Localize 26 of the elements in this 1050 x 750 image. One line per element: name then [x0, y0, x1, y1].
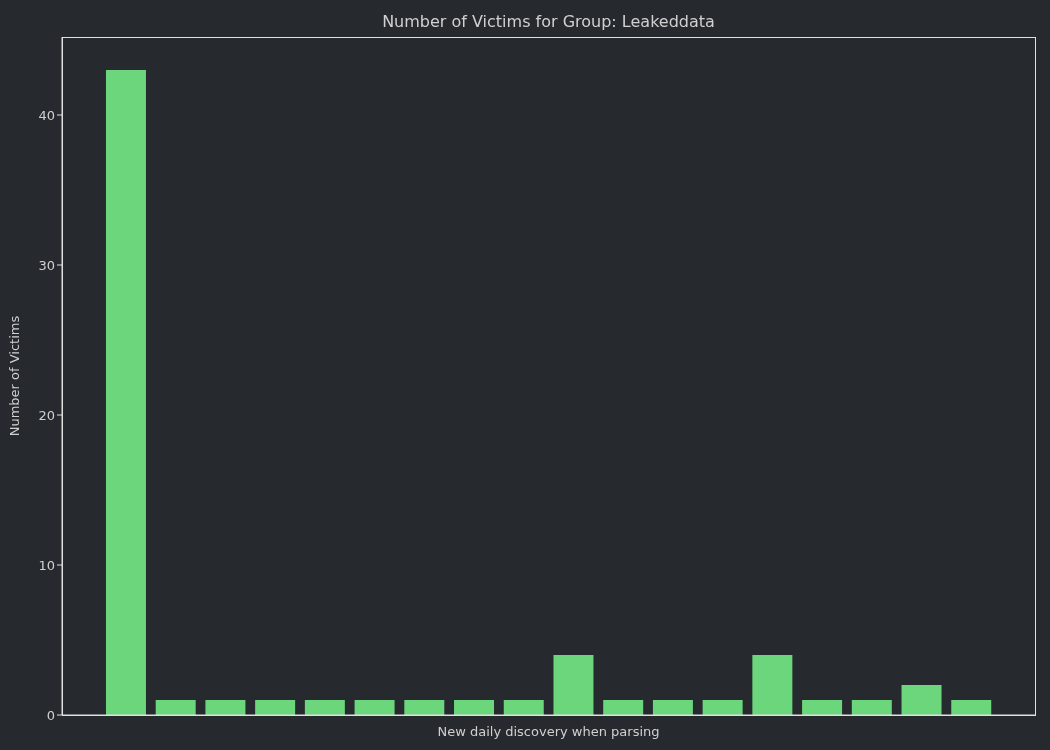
y-tick-label: 0: [46, 707, 55, 723]
bar: [851, 700, 892, 715]
bar: [205, 700, 246, 715]
bar: [802, 700, 843, 715]
bar: [304, 700, 345, 715]
bar: [652, 700, 693, 715]
bar: [603, 700, 644, 715]
y-tick-label: 30: [38, 257, 55, 273]
bar: [901, 685, 942, 715]
bar: [105, 70, 146, 715]
bar: [553, 655, 594, 715]
bar: [255, 700, 296, 715]
bar: [454, 700, 495, 715]
bar: [702, 700, 743, 715]
bar: [404, 700, 445, 715]
y-tick-label: 10: [38, 557, 55, 573]
x-axis-title: New daily discovery when parsing: [437, 724, 660, 739]
bar: [951, 700, 992, 715]
bar: [752, 655, 793, 715]
bar: [354, 700, 395, 715]
chart-title: Number of Victims for Group: Leakeddata: [381, 12, 716, 31]
y-tick-label: 20: [38, 407, 55, 423]
y-axis-title: Number of Victims: [6, 315, 22, 437]
bar: [503, 700, 544, 715]
y-tick-label: 40: [38, 107, 55, 123]
bar: [155, 700, 196, 715]
